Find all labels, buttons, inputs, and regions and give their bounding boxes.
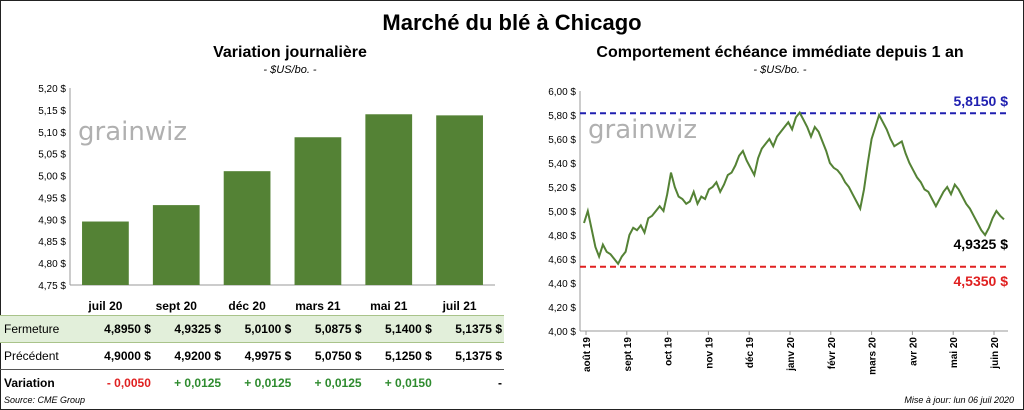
x-tick-label: mars 21 [295, 299, 341, 313]
watermark-logo: grainwiz [78, 117, 187, 147]
table-cell: 5,1375 $ [455, 349, 502, 363]
table-cell: + 0,0125 [223, 369, 294, 396]
x-tick-label: janv 20 [786, 337, 797, 372]
update-note: Mise à jour: lun 06 juil 2020 [904, 395, 1014, 405]
table-cell: + 0,0150 [363, 369, 434, 396]
page-title: Marché du blé à Chicago [382, 10, 642, 35]
y-tick-label: 5,00 $ [38, 172, 66, 183]
x-tick-label: nov 19 [704, 337, 715, 369]
left-chart-title: Variation journalière [213, 44, 367, 61]
y-tick-label: 5,40 $ [548, 159, 576, 170]
y-tick-label: 4,75 $ [38, 281, 66, 292]
y-tick-label: 4,40 $ [548, 279, 576, 290]
left-chart-subtitle: - $US/bo. - [263, 64, 317, 76]
x-tick-label: déc 20 [228, 299, 266, 313]
row-label: Précédent [4, 349, 59, 363]
x-tick-label: juin 20 [990, 337, 1001, 370]
y-tick-label: 5,80 $ [548, 111, 576, 122]
price-line [583, 110, 1005, 266]
y-tick-label: 4,20 $ [548, 303, 576, 314]
y-tick-label: 4,60 $ [548, 255, 576, 266]
table-cell: + 0,0125 [293, 369, 364, 396]
y-tick-label: 4,80 $ [38, 259, 66, 270]
x-tick-label: déc 19 [745, 337, 756, 369]
table-cell: 5,0100 $ [223, 315, 294, 343]
table-row: Fermeture 4,8950 $4,9325 $5,0100 $5,0875 … [0, 315, 504, 343]
table-cell: 4,9000 $ [104, 349, 151, 363]
x-tick-label: mars 20 [868, 337, 879, 375]
table-cell: 4,9975 $ [244, 349, 292, 363]
table-cell: - [433, 369, 504, 396]
watermark-logo: grainwiz [588, 115, 697, 145]
table-cell: 5,1250 $ [385, 349, 432, 363]
x-tick-label: avr 20 [908, 337, 919, 366]
y-tick-label: 5,15 $ [38, 106, 66, 117]
row-label: Variation [0, 369, 83, 396]
bar [436, 115, 483, 285]
x-tick-label: sept 19 [623, 337, 634, 372]
y-tick-label: 5,60 $ [548, 135, 576, 146]
table-cell: 5,1375 $ [433, 315, 504, 343]
x-tick-label: févr 20 [827, 337, 838, 370]
min-label: 4,5350 $ [954, 273, 1009, 289]
x-tick-label: mai 20 [949, 337, 960, 369]
table-cell: 5,0875 $ [293, 315, 364, 343]
bar [82, 221, 129, 285]
y-tick-label: 5,05 $ [38, 150, 66, 161]
table-cell: 4,9200 $ [174, 349, 222, 363]
table-row: Variation - 0,0050 + 0,0125 + 0,0125 + 0,012… [0, 369, 504, 396]
bar [294, 137, 342, 285]
y-tick-label: 5,00 $ [548, 207, 576, 218]
last-label: 4,9325 $ [954, 236, 1009, 252]
y-tick-label: 5,20 $ [38, 84, 66, 95]
y-tick-label: 4,85 $ [38, 237, 66, 248]
x-tick-label: oct 19 [664, 337, 675, 366]
y-tick-label: 4,90 $ [38, 215, 66, 226]
y-tick-label: 4,80 $ [548, 231, 576, 242]
y-tick-label: 5,10 $ [38, 128, 66, 139]
y-tick-label: 4,00 $ [548, 327, 576, 338]
x-tick-label: juil 21 [442, 299, 477, 313]
front-month-line-chart: 4,00 $ 4,20 $ 4,40 $ 4,60 $ 4,80 $ 5,00 $ 5,20… [548, 87, 1009, 375]
daily-variation-bar-chart: 4,75 $ 4,80 $ 4,85 $ 4,90 $ 4,95 $ 5,00 $ 5,05… [38, 84, 495, 313]
table-cell: 5,1400 $ [363, 315, 434, 343]
table-cell: - 0,0050 [82, 369, 153, 396]
table-cell: + 0,0125 [152, 369, 224, 396]
bar [223, 171, 271, 285]
x-tick-label: mai 21 [370, 299, 408, 313]
x-tick-label: sept 20 [156, 299, 198, 313]
x-tick-label: juil 20 [87, 299, 122, 313]
y-tick-label: 6,00 $ [548, 87, 576, 98]
table-row: Précédent 4,9000 $ 4,9200 $ 4,9975 $ 5,0750 … [0, 343, 504, 370]
table-cell: 5,0750 $ [314, 349, 362, 363]
y-tick-label: 5,20 $ [548, 183, 576, 194]
source-note: Source: CME Group [4, 395, 86, 405]
bar [152, 205, 200, 285]
bar [365, 114, 413, 285]
x-tick-label: août 19 [582, 337, 593, 372]
table-cell: 4,8950 $ [82, 315, 153, 343]
row-label: Fermeture [0, 315, 83, 343]
right-chart-subtitle: - $US/bo. - [753, 64, 807, 76]
right-chart-title: Comportement échéance immédiate depuis 1… [596, 44, 964, 61]
price-table: Fermeture 4,8950 $4,9325 $5,0100 $5,0875 … [0, 315, 504, 396]
y-tick-label: 4,95 $ [38, 193, 66, 204]
max-label: 5,8150 $ [954, 93, 1009, 109]
table-cell: 4,9325 $ [152, 315, 224, 343]
